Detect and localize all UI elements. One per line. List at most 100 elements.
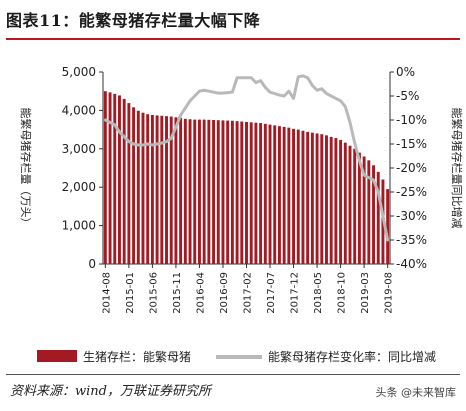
bar: [169, 116, 173, 264]
x-tick-label: 2015-11: [172, 272, 183, 314]
bar: [386, 189, 390, 264]
legend-line-label: 能繁母猪存栏变化率：同比增减: [268, 349, 436, 364]
bar: [212, 120, 216, 264]
bar: [315, 133, 319, 264]
right-axis-title: 能繁母猪存栏量同比增减: [450, 108, 464, 229]
bar: [367, 160, 371, 264]
bar: [122, 98, 126, 264]
x-tick-label: 2018-10: [337, 272, 348, 314]
legend-bar-swatch: [37, 350, 77, 362]
figure-title: 图表11：能繁母猪存栏量大幅下降: [6, 11, 261, 30]
right-tick-label: -40%: [396, 257, 427, 271]
bar: [343, 142, 347, 264]
chart: 0 1,000 2,000 3,000 4,000 5,000 -40% -35% -30% -2…: [19, 65, 464, 364]
left-tick-label: 2,000: [62, 180, 96, 194]
left-tick-label: 4,000: [62, 103, 96, 117]
bar: [193, 119, 197, 264]
bar: [230, 120, 234, 264]
bar: [325, 135, 328, 264]
bar: [277, 126, 281, 264]
bar: [287, 127, 291, 265]
x-tick-label: 2016-09: [219, 272, 230, 314]
left-tick-label: 5,000: [62, 65, 96, 79]
bar: [301, 130, 305, 264]
bar: [108, 92, 112, 265]
bar: [141, 112, 145, 264]
bar: [235, 121, 239, 264]
bar: [310, 132, 314, 264]
bar: [362, 156, 366, 264]
left-axis-title: 能繁母猪存栏量（万头）: [19, 108, 33, 229]
bar: [372, 165, 375, 264]
bar: [113, 93, 117, 264]
bar: [132, 107, 136, 264]
bar: [150, 115, 154, 265]
bar: [207, 119, 211, 264]
right-tick-label: 0%: [396, 65, 415, 79]
bar: [103, 91, 107, 264]
bar: [273, 125, 277, 264]
bar: [268, 124, 272, 264]
bar: [183, 118, 187, 265]
bar: [216, 120, 220, 264]
right-tick-label: -10%: [396, 113, 427, 127]
bar: [245, 121, 248, 264]
bar: [197, 119, 201, 264]
x-tick-label: 2019-03: [360, 272, 371, 314]
bar: [179, 118, 183, 264]
bar: [296, 129, 300, 264]
bar: [155, 115, 159, 264]
x-tick-label: 2019-08: [384, 272, 395, 314]
bar: [306, 131, 310, 264]
bar: [353, 148, 357, 264]
bar: [376, 171, 380, 264]
x-tick-label: 2018-05: [313, 272, 324, 314]
left-tick-label: 0: [88, 257, 96, 271]
right-tick-label: -5%: [396, 89, 419, 103]
bar: [292, 128, 296, 264]
bar: [254, 122, 258, 264]
bar: [221, 120, 225, 264]
right-tick-label: -25%: [396, 185, 427, 199]
right-tick-label: -35%: [396, 233, 427, 247]
bar: [202, 119, 206, 264]
bar: [259, 123, 263, 265]
bar: [348, 145, 352, 264]
bar: [226, 120, 230, 265]
bar: [136, 110, 140, 264]
x-tick-label: 2014-08: [101, 272, 112, 314]
x-tick-label: 2016-04: [195, 272, 206, 314]
bar: [320, 134, 324, 264]
legend-bar-label: 生猪存栏：能繁母猪: [83, 349, 191, 364]
x-tick-label: 2015-01: [125, 272, 136, 314]
title-rule: [6, 38, 460, 40]
bar: [118, 95, 121, 264]
x-tick-label: 2017-07: [266, 272, 277, 314]
bar: [334, 138, 338, 264]
right-tick-label: -15%: [396, 137, 427, 151]
line-series: [103, 74, 390, 242]
right-tick-label: -20%: [396, 161, 427, 175]
bar: [188, 119, 192, 265]
axes: 0 1,000 2,000 3,000 4,000 5,000 -40% -35% -30% -2…: [19, 65, 464, 314]
legend: 生猪存栏：能繁母猪 能繁母猪存栏变化率：同比增减: [37, 349, 436, 364]
x-tick-label: 2017-02: [243, 272, 254, 314]
bar: [160, 115, 164, 264]
watermark: 头条 @未来智库: [375, 386, 457, 399]
bar: [282, 126, 286, 264]
bar: [174, 117, 178, 264]
bar-series: [103, 91, 390, 265]
bottom-rule: [6, 374, 460, 375]
bar: [339, 139, 343, 264]
right-tick-label: -30%: [396, 209, 427, 223]
left-tick-label: 3,000: [62, 142, 96, 156]
bar: [263, 123, 267, 264]
bar: [357, 152, 361, 264]
bar: [329, 136, 333, 264]
x-tick-label: 2015-06: [148, 272, 159, 314]
bar: [127, 103, 131, 264]
bar: [165, 116, 168, 264]
bar: [240, 121, 244, 264]
source-note: 资料来源：wind，万联证券研究所: [10, 384, 211, 399]
bar: [249, 122, 253, 264]
